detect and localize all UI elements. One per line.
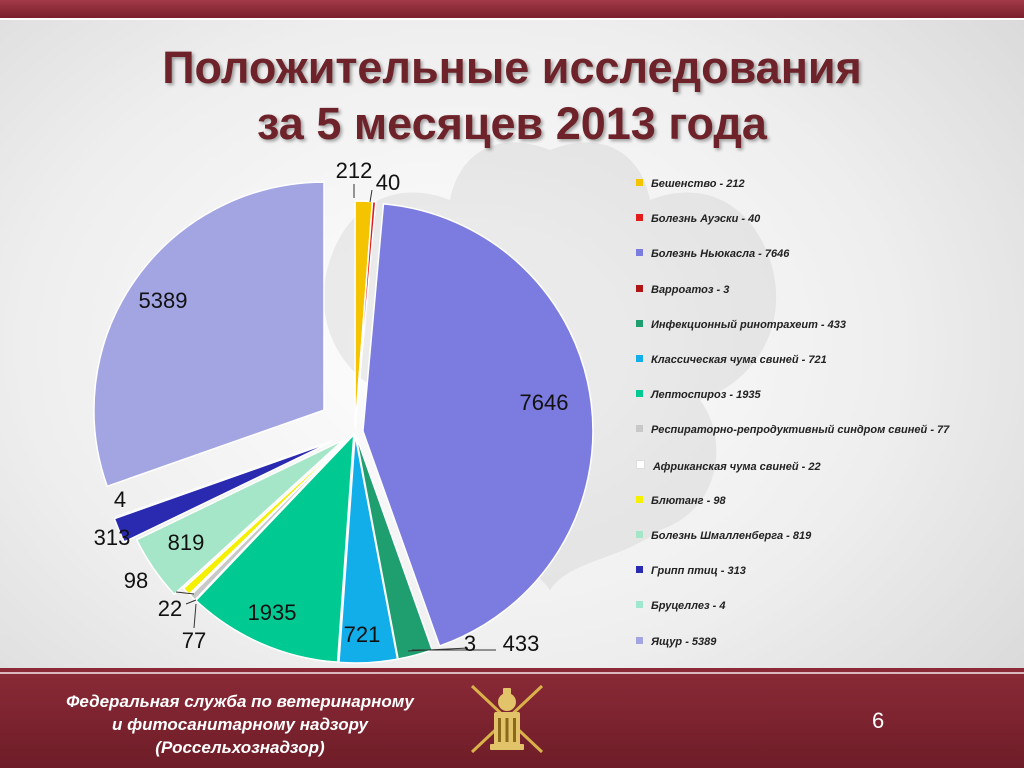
legend-swatch bbox=[636, 214, 643, 222]
legend-swatch bbox=[636, 179, 643, 186]
agency-name: Федеральная служба по ветеринарному и фи… bbox=[20, 690, 460, 759]
legend-label: Варроатоз - 3 bbox=[651, 283, 730, 296]
data-label: 819 bbox=[168, 530, 205, 555]
data-label: 40 bbox=[376, 170, 400, 195]
legend-swatch bbox=[636, 459, 645, 469]
agency-name-line-1: Федеральная служба по ветеринарному bbox=[66, 692, 414, 711]
pie-slice bbox=[354, 200, 377, 430]
legend-swatch bbox=[636, 355, 643, 362]
pie-slice bbox=[362, 203, 594, 647]
legend-label: Классическая чума свиней - 721 bbox=[651, 354, 827, 366]
data-label: 313 bbox=[94, 525, 131, 550]
data-label: 721 bbox=[344, 622, 381, 647]
legend-swatch bbox=[636, 495, 643, 503]
legend-item: Грипп птиц - 313 bbox=[636, 565, 746, 581]
agency-name-line-2: и фитосанитарному надзору bbox=[112, 715, 368, 734]
legend-label: Болезнь Шмалленберга - 819 bbox=[651, 530, 812, 542]
data-label: 5389 bbox=[139, 288, 188, 313]
title-line-2: за 5 месяцев 2013 года bbox=[257, 98, 767, 149]
legend-label: Болезнь Ауэски - 40 bbox=[651, 213, 761, 226]
data-label: 212 bbox=[336, 158, 373, 183]
legend-item: Блютанг - 98 bbox=[636, 495, 726, 511]
footer-divider bbox=[0, 672, 1024, 674]
legend-label: Грипп птиц - 313 bbox=[651, 565, 746, 578]
legend-label: Респираторно-репродуктивный синдром свин… bbox=[651, 424, 950, 437]
legend-item: Классическая чума свиней - 721 bbox=[636, 354, 827, 370]
data-label: 433 bbox=[503, 631, 540, 656]
legend-item: Лептоспироз - 1935 bbox=[636, 389, 761, 405]
page-title: Положительные исследования за 5 месяцев … bbox=[0, 40, 1024, 152]
legend-item: Болезнь Ауэски - 40 bbox=[636, 213, 760, 229]
legend-item: Африканская чума свиней - 22 bbox=[636, 459, 821, 476]
legend-swatch bbox=[636, 319, 643, 327]
legend-label: Болезнь Ньюкасла - 7646 bbox=[651, 248, 790, 261]
legend-label: Инфекционный ринотрахеит - 433 bbox=[651, 318, 846, 331]
legend-label: Ящур - 5389 bbox=[651, 635, 717, 648]
legend-swatch bbox=[636, 425, 643, 433]
pie-slice bbox=[113, 441, 332, 543]
legend-item: Болезнь Ньюкасла - 7646 bbox=[636, 248, 789, 264]
legend-swatch bbox=[636, 636, 643, 644]
pie-slice bbox=[182, 433, 354, 596]
agency-name-line-3: (Россельхознадзор) bbox=[155, 738, 325, 757]
data-label: 77 bbox=[182, 628, 206, 653]
title-line-1: Положительные исследования bbox=[162, 42, 862, 93]
data-label: 22 bbox=[158, 596, 182, 621]
legend-swatch bbox=[636, 601, 643, 609]
legend-swatch bbox=[636, 566, 643, 574]
legend-swatch bbox=[636, 390, 643, 398]
legend-label: Африканская чума свиней - 22 bbox=[653, 460, 821, 473]
top-divider bbox=[0, 18, 1024, 20]
leader-line bbox=[369, 189, 373, 203]
agency-logo-icon bbox=[470, 684, 544, 754]
pie-slice bbox=[115, 439, 333, 517]
page-number: 6 bbox=[872, 708, 885, 733]
leader-line bbox=[175, 591, 195, 595]
legend-item: Варроатоз - 3 bbox=[636, 284, 729, 300]
legend-swatch bbox=[636, 284, 643, 292]
legend-item: Бешенство - 212 bbox=[636, 178, 745, 194]
top-bar bbox=[0, 0, 1024, 18]
legend-item: Респираторно-репродуктивный синдром свин… bbox=[636, 424, 949, 440]
legend-item: Болезнь Шмалленберга - 819 bbox=[636, 530, 811, 546]
data-label: 4 bbox=[114, 487, 126, 512]
data-label: 3 bbox=[464, 631, 476, 656]
data-label: 1935 bbox=[248, 600, 297, 625]
legend-swatch bbox=[636, 249, 643, 257]
data-label: 98 bbox=[124, 568, 148, 593]
data-label: 7646 bbox=[520, 390, 569, 415]
pie-slice bbox=[93, 181, 325, 488]
legend-item: Ящур - 5389 bbox=[636, 636, 716, 652]
legend-item: Инфекционный ринотрахеит - 433 bbox=[636, 319, 846, 335]
pie-slice bbox=[194, 432, 355, 663]
leader-line bbox=[193, 603, 197, 629]
legend-label: Блютанг - 98 bbox=[651, 494, 726, 507]
legend-label: Бруцеллез - 4 bbox=[651, 600, 726, 613]
legend-label: Бешенство - 212 bbox=[651, 178, 745, 190]
legend-item: Бруцеллез - 4 bbox=[636, 600, 725, 616]
pie-slice bbox=[338, 434, 399, 664]
pie-slice bbox=[135, 439, 344, 596]
legend-swatch bbox=[636, 531, 643, 538]
legend-label: Лептоспироз - 1935 bbox=[651, 389, 761, 402]
leader-line bbox=[185, 599, 197, 605]
